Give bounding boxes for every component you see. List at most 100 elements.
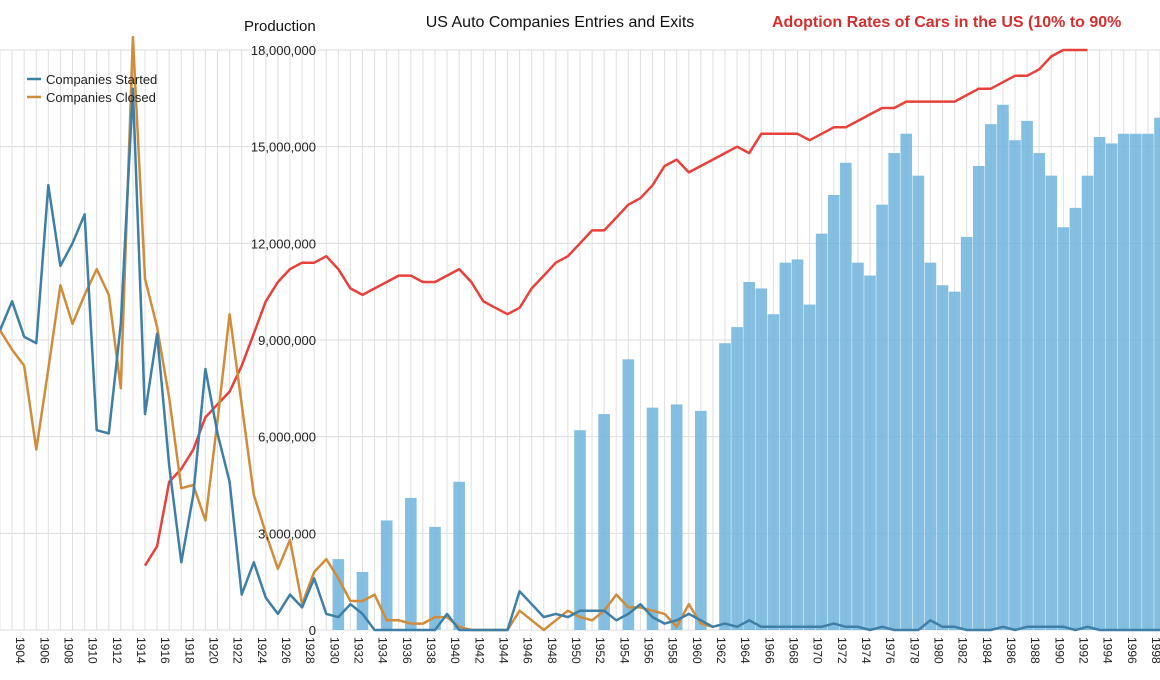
x-tick-label: 1958 [666,637,680,664]
production-bar [1081,175,1094,630]
production-bar [1057,227,1070,630]
x-tick-label: 1996 [1125,637,1139,664]
x-tick-label: 1970 [811,637,825,664]
y-axis-tick-labels: 0 3,000,000 6,000,000 9,000,000 12,000,000 15… [251,43,316,638]
x-tick-label: 1948 [545,637,559,664]
production-bar [900,133,913,630]
x-tick-label: 1976 [883,637,897,664]
chart-title: US Auto Companies Entries and Exits [426,14,695,31]
x-tick-label: 1954 [617,637,631,664]
x-tick-label: 1920 [206,637,220,664]
legend-label-closed: Companies Closed [46,90,156,105]
production-bar [1154,117,1160,630]
production-bar [1021,120,1033,630]
production-bar [670,404,683,630]
production-bar [791,259,804,630]
x-tick-label: 1946 [521,637,535,664]
production-bar [960,236,973,630]
companies-started-line [0,87,1160,632]
production-bar [1069,207,1082,630]
x-tick-label: 1990 [1052,637,1066,664]
y-tick-label: 9,000,000 [258,333,316,348]
production-bar [815,233,828,630]
chart-title-right: Adoption Rates of Cars in the US (10% to… [772,14,1121,31]
x-tick-label: 1924 [255,637,269,664]
x-tick-label: 1964 [738,637,752,664]
production-bar [695,410,707,630]
x-tick-label: 1938 [424,637,438,664]
x-tick-label: 1944 [496,637,510,664]
x-tick-label: 1918 [182,637,196,664]
production-bar [622,359,635,630]
production-bar [574,430,586,630]
production-bar [429,526,441,630]
x-tick-label: 1906 [37,637,51,664]
x-axis-tick-labels: 1904 1906 1908 1910 1912 1914 1916 1918 1920 1922… [13,637,1160,664]
production-bar [1130,133,1142,630]
production-bar [332,559,345,630]
x-tick-label: 1930 [327,637,341,664]
adoption-rate-line [143,48,1088,567]
x-tick-label: 1994 [1101,637,1115,664]
x-tick-label: 1956 [641,637,655,664]
production-bar [767,314,780,630]
production-bar [997,104,1009,631]
production-bar [948,291,961,630]
x-tick-label: 1992 [1076,637,1090,664]
y-tick-label: 12,000,000 [251,236,316,251]
x-tick-label: 1942 [472,637,486,664]
production-bar [453,481,465,630]
x-tick-label: 1910 [86,637,100,664]
production-bar [852,262,864,630]
x-tick-label: 1926 [279,637,293,664]
x-tick-label: 1974 [859,637,873,664]
production-bar [827,195,840,630]
y-tick-label: 18,000,000 [251,43,316,58]
x-tick-label: 1982 [956,637,970,664]
x-tick-label: 1960 [690,637,704,664]
x-tick-label: 1986 [1004,637,1018,664]
x-tick-label: 1934 [376,637,390,664]
x-tick-label: 1968 [786,637,800,664]
x-tick-label: 1932 [351,637,365,664]
production-bar [864,275,876,630]
production-bar [598,414,610,630]
production-bar [888,153,900,630]
data-lines [0,35,1160,632]
x-tick-label: 1966 [762,637,776,664]
y-tick-label: 0 [309,623,316,638]
production-bar [380,520,393,630]
x-tick-label: 1972 [835,637,849,664]
production-bar [876,204,888,630]
production-bar [1033,153,1045,630]
production-bar [731,327,743,630]
production-bar [1009,140,1021,630]
production-bar [840,162,852,630]
production-bar [912,175,925,630]
production-bar [743,282,755,630]
y-tick-label: 6,000,000 [258,430,316,445]
production-bar [924,262,937,630]
x-tick-label: 1950 [569,637,583,664]
production-bars [332,104,1160,631]
production-bar [646,407,659,630]
x-tick-label: 1988 [1028,637,1042,664]
x-tick-label: 1922 [231,637,245,664]
production-bar [936,285,949,630]
production-bar [779,262,792,630]
y-tick-label: 3,000,000 [258,526,316,541]
production-bar [972,166,985,630]
y-axis-title: Production [244,18,316,35]
x-tick-label: 1912 [110,637,124,664]
production-bar [1093,137,1106,630]
x-tick-label: 1928 [303,637,317,664]
production-bar [985,124,997,630]
production-bar [803,304,816,630]
x-tick-label: 1998 [1149,637,1160,664]
legend-label-started: Companies Started [46,72,157,87]
x-tick-label: 1962 [714,637,728,664]
production-bar [405,497,417,630]
x-tick-label: 1980 [931,637,945,664]
x-tick-label: 1904 [13,637,27,664]
